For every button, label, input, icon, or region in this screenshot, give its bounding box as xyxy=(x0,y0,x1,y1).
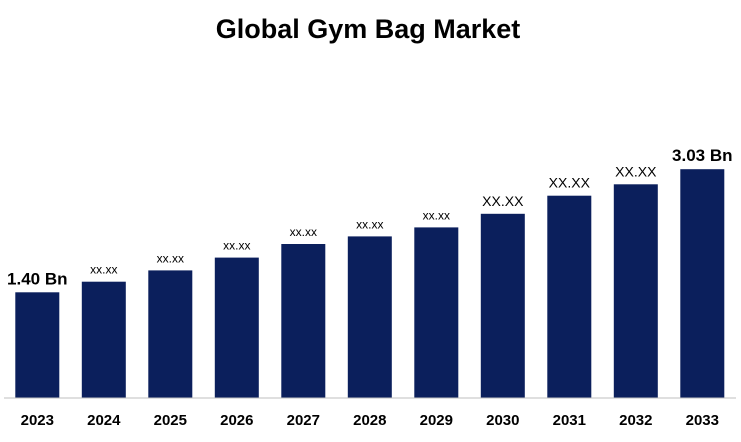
data-label-2025: xx.xx xyxy=(157,251,184,265)
data-label-2023: 1.40 Bn xyxy=(7,269,67,288)
bar-2028 xyxy=(347,236,392,398)
bar-2025 xyxy=(148,270,193,398)
bar-2026 xyxy=(214,257,259,398)
bar-2029 xyxy=(414,227,459,398)
bar-2023 xyxy=(15,292,60,398)
x-tick-2031: 2031 xyxy=(553,412,586,429)
x-tick-2032: 2032 xyxy=(619,412,652,429)
bar-2030 xyxy=(480,213,525,398)
data-label-2026: xx.xx xyxy=(223,239,250,253)
bar-2024 xyxy=(81,281,126,398)
data-label-2031: XX.XX xyxy=(549,175,591,191)
data-label-2032: XX.XX xyxy=(615,163,657,179)
data-label-2027: xx.xx xyxy=(290,225,317,239)
x-tick-2030: 2030 xyxy=(486,412,519,429)
data-label-2030: XX.XX xyxy=(482,193,524,209)
data-labels: 1.40 Bn xx.xx xx.xx xx.xx xx.xx xx.xx xx.xx XX.… xyxy=(7,146,732,288)
bars xyxy=(15,169,725,398)
x-tick-2028: 2028 xyxy=(353,412,386,429)
x-tick-2025: 2025 xyxy=(154,412,187,429)
x-axis-tick-labels: 2023 2024 2025 2026 2027 2028 2029 2030 2031 2032… xyxy=(21,412,719,429)
x-tick-2023: 2023 xyxy=(21,412,54,429)
chart-title: Global Gym Bag Market xyxy=(216,14,521,44)
bar-2027 xyxy=(281,244,326,398)
x-tick-2033: 2033 xyxy=(686,412,719,429)
x-tick-2024: 2024 xyxy=(87,412,121,429)
x-tick-2027: 2027 xyxy=(287,412,320,429)
x-tick-2026: 2026 xyxy=(220,412,253,429)
bar-2033 xyxy=(680,169,725,398)
bar-2032 xyxy=(613,184,658,398)
data-label-2029: xx.xx xyxy=(423,208,450,222)
bar-2031 xyxy=(547,195,592,398)
data-label-2024: xx.xx xyxy=(90,263,117,277)
data-label-2028: xx.xx xyxy=(356,217,383,231)
x-tick-2029: 2029 xyxy=(420,412,453,429)
data-label-2033: 3.03 Bn xyxy=(672,146,732,165)
